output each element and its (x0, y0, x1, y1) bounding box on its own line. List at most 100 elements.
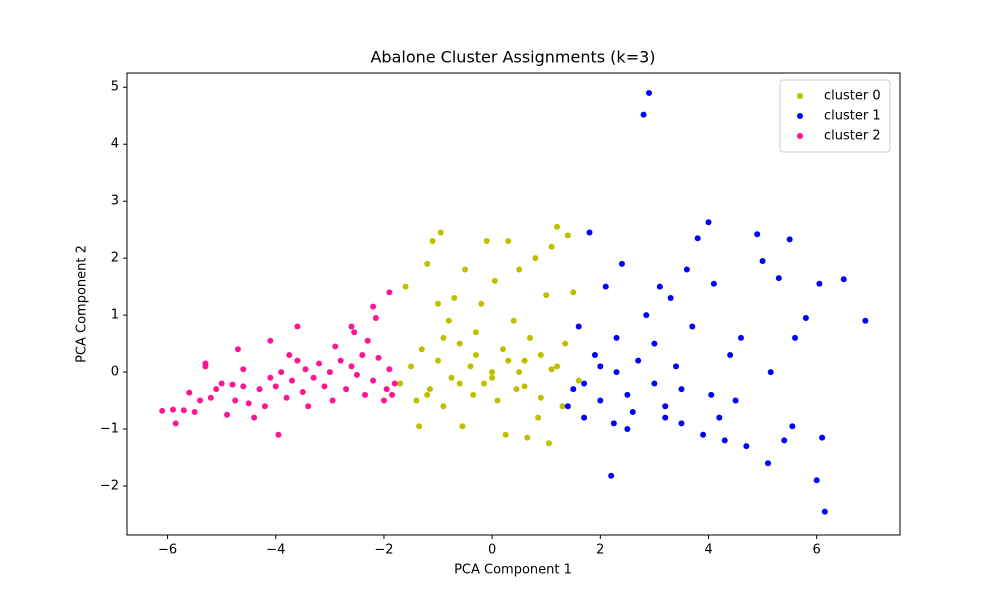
legend-box (779, 79, 891, 153)
point (537, 394, 544, 401)
point (821, 508, 828, 515)
point (251, 414, 258, 421)
point (705, 219, 712, 226)
point (667, 295, 674, 302)
point (646, 89, 653, 96)
point (462, 266, 469, 273)
point (559, 403, 566, 410)
point (521, 357, 528, 364)
point (524, 434, 531, 441)
point (502, 431, 509, 438)
point (613, 369, 620, 376)
point (575, 377, 582, 384)
y-axis-label: PCA Component 2 (75, 245, 90, 363)
point (386, 366, 393, 373)
point (172, 420, 179, 427)
point (683, 266, 690, 273)
point (386, 289, 393, 296)
legend-marker (797, 93, 803, 99)
x-tick-label: 0 (488, 543, 496, 558)
point (481, 380, 488, 387)
point (229, 381, 236, 388)
legend-marker (797, 113, 803, 119)
point (624, 391, 631, 398)
point (191, 408, 198, 415)
point (456, 340, 463, 347)
y-tick-label: 0 (111, 365, 119, 380)
point (662, 414, 669, 421)
point (548, 366, 555, 373)
legend-marker (797, 133, 803, 139)
point (743, 443, 750, 450)
point (786, 236, 793, 243)
point (494, 397, 501, 404)
point (570, 289, 577, 296)
point (602, 283, 609, 290)
point (321, 383, 328, 390)
point (448, 374, 455, 381)
point (407, 363, 414, 370)
point (294, 357, 301, 364)
point (716, 414, 723, 421)
chart-title: Abalone Cluster Assignments (k=3) (370, 48, 655, 67)
point (305, 403, 312, 410)
point (575, 323, 582, 330)
point (554, 223, 561, 230)
point (370, 377, 377, 384)
point (456, 380, 463, 387)
point (370, 303, 377, 310)
point (505, 357, 512, 364)
point (689, 323, 696, 330)
y-tick-label: −2 (100, 479, 119, 494)
point (348, 323, 355, 330)
point (470, 391, 477, 398)
y-tick-label: −1 (100, 422, 119, 437)
point (359, 351, 366, 358)
point (819, 434, 826, 441)
point (535, 414, 542, 421)
point (618, 260, 625, 267)
point (516, 266, 523, 273)
point (337, 357, 344, 364)
point (643, 312, 650, 319)
point (673, 363, 680, 370)
point (491, 277, 498, 284)
point (489, 374, 496, 381)
point (234, 346, 241, 353)
y-tick-label: 2 (111, 251, 119, 266)
point (564, 403, 571, 410)
point (343, 386, 350, 393)
point (232, 397, 239, 404)
point (499, 346, 506, 353)
point (532, 255, 539, 262)
point (516, 369, 523, 376)
x-tick-label: 2 (596, 543, 604, 558)
point (765, 460, 772, 467)
point (437, 229, 444, 236)
point (197, 397, 204, 404)
point (429, 238, 436, 245)
point (240, 383, 247, 390)
x-tick-label: 6 (813, 543, 821, 558)
point (721, 437, 728, 444)
point (789, 423, 796, 430)
point (424, 391, 431, 398)
point (635, 357, 642, 364)
x-tick-label: 4 (704, 543, 712, 558)
point (275, 431, 282, 438)
point (570, 386, 577, 393)
point (435, 300, 442, 307)
point (397, 380, 404, 387)
point (472, 351, 479, 358)
point (213, 386, 220, 393)
point (416, 423, 423, 430)
point (159, 407, 166, 414)
point (708, 391, 715, 398)
point (278, 369, 285, 376)
point (351, 329, 358, 336)
point (413, 397, 420, 404)
point (662, 403, 669, 410)
point (302, 366, 309, 373)
point (286, 351, 293, 358)
point (727, 351, 734, 358)
